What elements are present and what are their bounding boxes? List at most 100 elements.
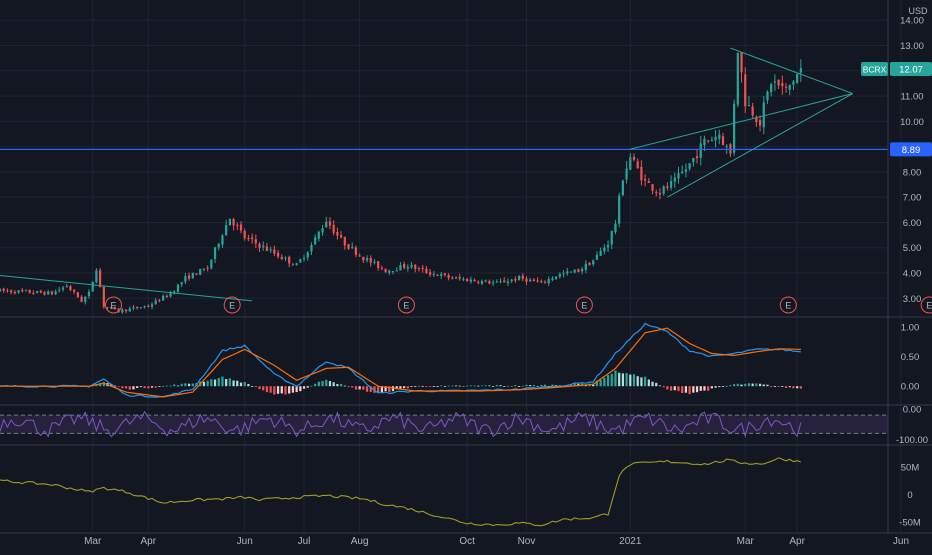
macd-histogram-bar xyxy=(232,380,235,387)
candle xyxy=(536,280,539,282)
macd-histogram-bar xyxy=(262,386,265,391)
candle xyxy=(65,286,68,288)
macd-histogram-bar xyxy=(184,383,187,387)
candle xyxy=(21,289,24,292)
candle xyxy=(302,258,306,260)
macd-histogram-bar xyxy=(377,386,380,393)
candle xyxy=(484,280,487,282)
candle xyxy=(655,192,658,194)
candle xyxy=(17,290,20,293)
grid-layer xyxy=(0,0,902,532)
rsi-tick-label: 0.00 xyxy=(903,405,922,416)
candle xyxy=(284,257,287,259)
candle xyxy=(532,279,536,282)
candle xyxy=(50,291,54,295)
candle xyxy=(384,268,387,273)
macd-histogram-bar xyxy=(540,384,543,387)
candle xyxy=(154,300,157,305)
macd-histogram-bar xyxy=(102,382,105,387)
macd-histogram-bar xyxy=(288,386,291,394)
macd-histogram-bar xyxy=(98,383,102,387)
candle xyxy=(221,235,224,245)
macd-histogram-bar xyxy=(703,386,706,391)
candle xyxy=(110,307,113,309)
candle xyxy=(569,271,573,273)
candle xyxy=(28,289,31,293)
macd-histogram-bar xyxy=(206,380,209,387)
candle xyxy=(239,224,243,231)
candle xyxy=(454,277,458,279)
macd-histogram-bar xyxy=(625,373,628,387)
candle xyxy=(562,273,565,275)
candle xyxy=(54,291,57,295)
macd-histogram-bar xyxy=(718,386,721,388)
candle xyxy=(377,261,380,268)
earnings-circle xyxy=(397,296,415,314)
macd-histogram-bar xyxy=(662,386,665,388)
macd-histogram-bar xyxy=(254,386,257,388)
y-tick-label: 5.00 xyxy=(903,243,922,254)
candle xyxy=(339,235,343,238)
macd-histogram-bar xyxy=(276,386,280,394)
trendline xyxy=(730,47,853,95)
last-price-label: 12.07 xyxy=(899,65,923,76)
candle xyxy=(695,156,699,159)
earnings-circle xyxy=(223,296,241,314)
macd-histogram-bar xyxy=(187,383,191,387)
candle xyxy=(577,269,580,272)
macd-histogram-bar xyxy=(380,386,383,393)
macd-histogram-bar xyxy=(128,386,131,390)
macd-histogram-bar xyxy=(247,383,250,387)
candle xyxy=(440,274,443,276)
candle xyxy=(436,274,439,276)
candle xyxy=(599,250,602,256)
candle xyxy=(299,259,302,263)
macd-histogram-bar xyxy=(495,384,498,387)
macd-histogram-bar xyxy=(362,386,365,390)
signal-line xyxy=(0,327,801,398)
candle xyxy=(606,244,610,248)
macd-histogram-bar xyxy=(284,386,287,395)
macd-histogram-bar xyxy=(217,377,220,387)
macd-histogram-bar xyxy=(655,382,658,387)
macd-histogram-bar xyxy=(306,386,309,388)
candle xyxy=(351,246,354,248)
macd-histogram-bar xyxy=(210,379,213,387)
candle xyxy=(477,281,480,284)
candle xyxy=(225,225,228,236)
macd-histogram-bar xyxy=(317,381,320,387)
candle xyxy=(139,307,143,309)
candle xyxy=(143,306,146,308)
x-tick-label: Mar xyxy=(84,536,102,547)
earnings-letter: E xyxy=(581,301,587,311)
candle xyxy=(343,237,346,246)
candle xyxy=(258,243,261,248)
candle xyxy=(35,291,39,293)
macd-histogram-bar xyxy=(258,386,261,390)
candle xyxy=(673,177,676,182)
candle xyxy=(162,295,165,301)
macd-histogram-bar xyxy=(443,385,447,387)
candle xyxy=(295,263,298,265)
rsi-tick-label: -100.00 xyxy=(896,435,928,446)
macd-histogram-bar xyxy=(339,383,343,387)
earnings-letter: E xyxy=(785,301,791,311)
vol-tick-label: 50M xyxy=(901,462,920,473)
candle xyxy=(614,223,617,232)
candle xyxy=(684,169,688,172)
macd-histogram-bar xyxy=(406,386,409,389)
macd-histogram-bar xyxy=(555,385,558,387)
macd-histogram-bar xyxy=(351,386,354,388)
candle xyxy=(428,272,432,275)
macd-histogram-bar xyxy=(347,386,350,388)
candle xyxy=(291,264,295,266)
candle xyxy=(710,139,713,142)
candle xyxy=(414,264,417,269)
macd-histogram-bar xyxy=(343,385,346,387)
candle xyxy=(517,276,521,281)
x-tick-label: Mar xyxy=(737,536,755,547)
trendline xyxy=(667,93,853,198)
macd-histogram-bar xyxy=(744,383,747,387)
macd-histogram-bar xyxy=(436,386,439,388)
